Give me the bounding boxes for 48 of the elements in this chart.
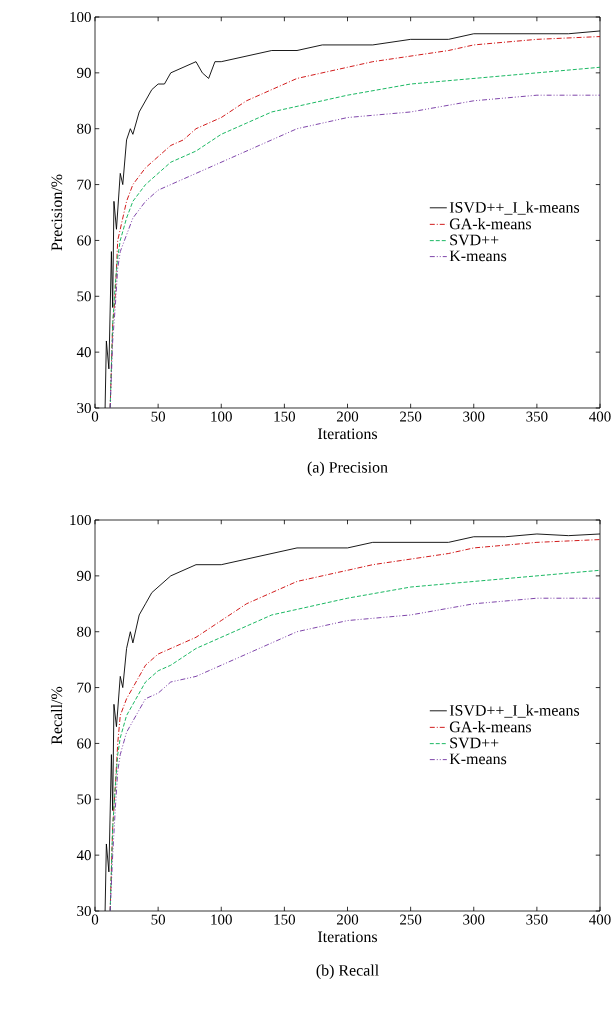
x-axis-title: Iterations bbox=[317, 428, 378, 440]
legend-label: ISVD++_I_k-means bbox=[449, 201, 580, 215]
x-tick-label: 50 bbox=[151, 411, 166, 422]
y-tick-label: 70 bbox=[77, 179, 91, 190]
x-tick-label: 350 bbox=[526, 411, 548, 422]
x-tick-label: 50 bbox=[151, 914, 166, 925]
x-tick-label: 150 bbox=[274, 411, 296, 422]
y-tick-label: 40 bbox=[76, 347, 91, 358]
x-tick-label: 400 bbox=[589, 914, 611, 925]
legend-label: ISVD++_I_k-means bbox=[449, 704, 580, 718]
legend-label: K-means bbox=[449, 250, 507, 262]
legend-label: K-means bbox=[449, 753, 507, 765]
legend-label: GA-k-means bbox=[449, 721, 531, 733]
x-tick-label: 200 bbox=[336, 411, 359, 422]
y-tick-label: 30 bbox=[77, 402, 91, 414]
x-tick-label: 300 bbox=[463, 411, 485, 422]
legend-label: SVD++ bbox=[450, 737, 499, 749]
legend-label: SVD++ bbox=[450, 234, 499, 246]
x-tick-label: 300 bbox=[463, 914, 485, 925]
y-tick-label: 30 bbox=[77, 905, 91, 917]
y-tick-label: 80 bbox=[77, 626, 91, 637]
text: (a) Precision bbox=[307, 461, 388, 476]
x-tick-label: 100 bbox=[211, 914, 232, 925]
y-tick-label: 50 bbox=[77, 794, 91, 805]
y-axis-title: Precision/% bbox=[51, 174, 63, 251]
y-tick-label: 50 bbox=[77, 291, 91, 302]
y-tick-label: 40 bbox=[76, 850, 91, 861]
x-tick-label: 350 bbox=[526, 914, 548, 925]
x-tick-label: 0 bbox=[91, 914, 99, 925]
y-tick-label: 90 bbox=[77, 570, 91, 581]
y-tick-label: 100 bbox=[70, 514, 91, 526]
legend-label: GA-k-means bbox=[449, 218, 531, 230]
x-tick-label: 100 bbox=[211, 411, 232, 422]
y-axis-title: Recall/% bbox=[50, 686, 63, 745]
y-tick-label: 70 bbox=[77, 682, 91, 693]
x-tick-label: 250 bbox=[400, 411, 422, 422]
x-tick-label: 150 bbox=[274, 914, 296, 925]
y-tick-label: 60 bbox=[77, 235, 91, 246]
y-tick-label: 90 bbox=[77, 67, 91, 78]
x-tick-label: 250 bbox=[400, 914, 422, 925]
x-tick-label: 0 bbox=[91, 411, 99, 422]
text: (b) Recall bbox=[316, 964, 379, 979]
x-tick-label: 400 bbox=[589, 411, 611, 422]
x-axis-title: Iterations bbox=[317, 931, 378, 943]
y-tick-label: 80 bbox=[77, 123, 91, 134]
y-tick-label: 100 bbox=[70, 11, 91, 23]
y-tick-label: 60 bbox=[77, 738, 91, 749]
x-tick-label: 200 bbox=[336, 914, 359, 925]
